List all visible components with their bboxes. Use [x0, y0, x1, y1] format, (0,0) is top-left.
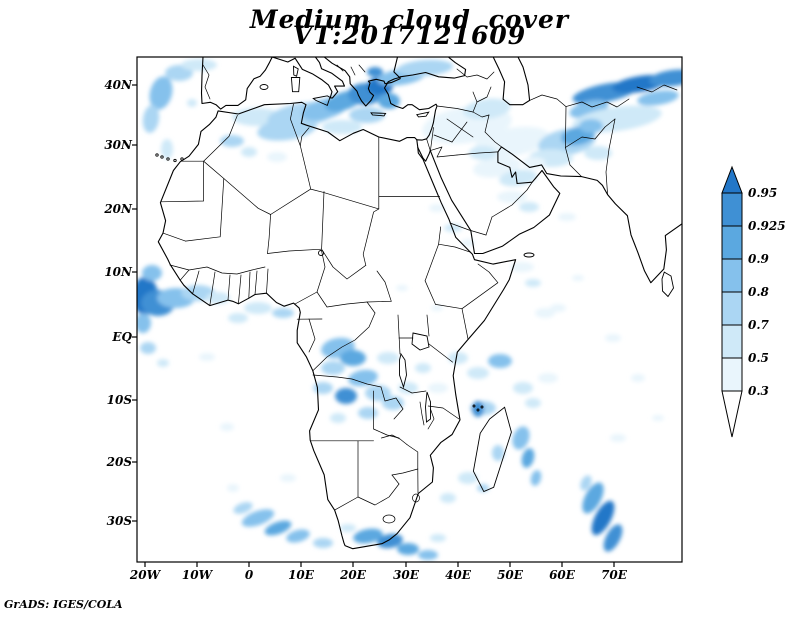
lat-tick-label: 30N [104, 138, 132, 152]
colorbar-segment [721, 291, 743, 326]
country-borders [160, 64, 678, 524]
grads-credit: GrADS: IGES/COLA [4, 598, 123, 611]
lon-tick-label: 30E [393, 568, 419, 582]
mallorca [259, 84, 269, 90]
colorbar-segment [721, 324, 743, 359]
lon-tick-label: 20E [340, 568, 366, 582]
colorbar-level-label: 0.5 [748, 351, 769, 365]
sinai-coastline [417, 146, 431, 162]
lon-tick-label: 20W [129, 568, 161, 582]
cyprus [416, 111, 430, 118]
africa-coastline [157, 101, 517, 550]
lake-victoria [411, 332, 430, 351]
colorbar-segment [721, 225, 743, 260]
colorbar [721, 165, 743, 438]
balkans-blacksea-coastline [323, 57, 467, 107]
sicily [312, 95, 331, 107]
lakes [318, 250, 431, 423]
sri-lanka [661, 271, 674, 298]
corsica [293, 65, 299, 77]
axis-ticks [132, 84, 615, 567]
plot-frame [136, 56, 683, 563]
colorbar-segment [721, 192, 743, 227]
colorbar-level-label: 0.95 [748, 186, 778, 200]
lon-tick-label: 60E [549, 568, 575, 582]
lon-tick-label: 10E [288, 568, 314, 582]
colorbar-level-label: 0.925 [748, 219, 786, 233]
sardinia [290, 77, 301, 93]
lake-tanganyika [399, 352, 407, 389]
italy-coastline [271, 57, 346, 99]
cloud-shading [137, 59, 682, 560]
comoros [472, 404, 484, 412]
madagascar [472, 406, 512, 493]
colorbar-segment [721, 357, 743, 392]
lon-tick-label: 70E [601, 568, 627, 582]
lat-tick-label: 10N [104, 265, 132, 279]
coastlines [155, 57, 682, 550]
caspian-coastline [492, 57, 531, 106]
colorbar-level-label: 0.3 [748, 384, 769, 398]
swaziland [412, 493, 420, 503]
arabia-asia-coastline [429, 146, 682, 284]
colorbar-level-label: 0.7 [748, 318, 769, 332]
lat-tick-label: 20S [106, 455, 132, 469]
lat-tick-label: EQ [112, 330, 132, 344]
lat-tick-label: 20N [104, 202, 132, 216]
colorbar-level-label: 0.8 [748, 285, 769, 299]
colorbar-level-label: 0.9 [748, 252, 769, 266]
canary-islands [155, 153, 184, 163]
colorbar-segment [721, 258, 743, 293]
lat-tick-label: 10S [106, 393, 132, 407]
lon-tick-label: 50E [497, 568, 523, 582]
lat-tick-label: 30S [106, 514, 132, 528]
levant-anatolia-coastline [383, 57, 438, 141]
page-title: Medium cloud cover VT:2017121609 [249, 5, 570, 50]
lon-tick-label: 40E [445, 568, 471, 582]
socotra [523, 252, 535, 258]
lake-malawi [425, 391, 431, 423]
colorbar-arrow-bottom [721, 390, 743, 438]
lat-tick-label: 40N [104, 78, 132, 92]
colorbar-arrow-top [721, 165, 743, 194]
lesotho [382, 514, 396, 524]
crete [370, 112, 387, 117]
lon-tick-label: 10W [181, 568, 213, 582]
iberia-coastline [200, 57, 273, 110]
lake-chad [318, 250, 324, 256]
lon-tick-label: 0 [244, 568, 254, 582]
